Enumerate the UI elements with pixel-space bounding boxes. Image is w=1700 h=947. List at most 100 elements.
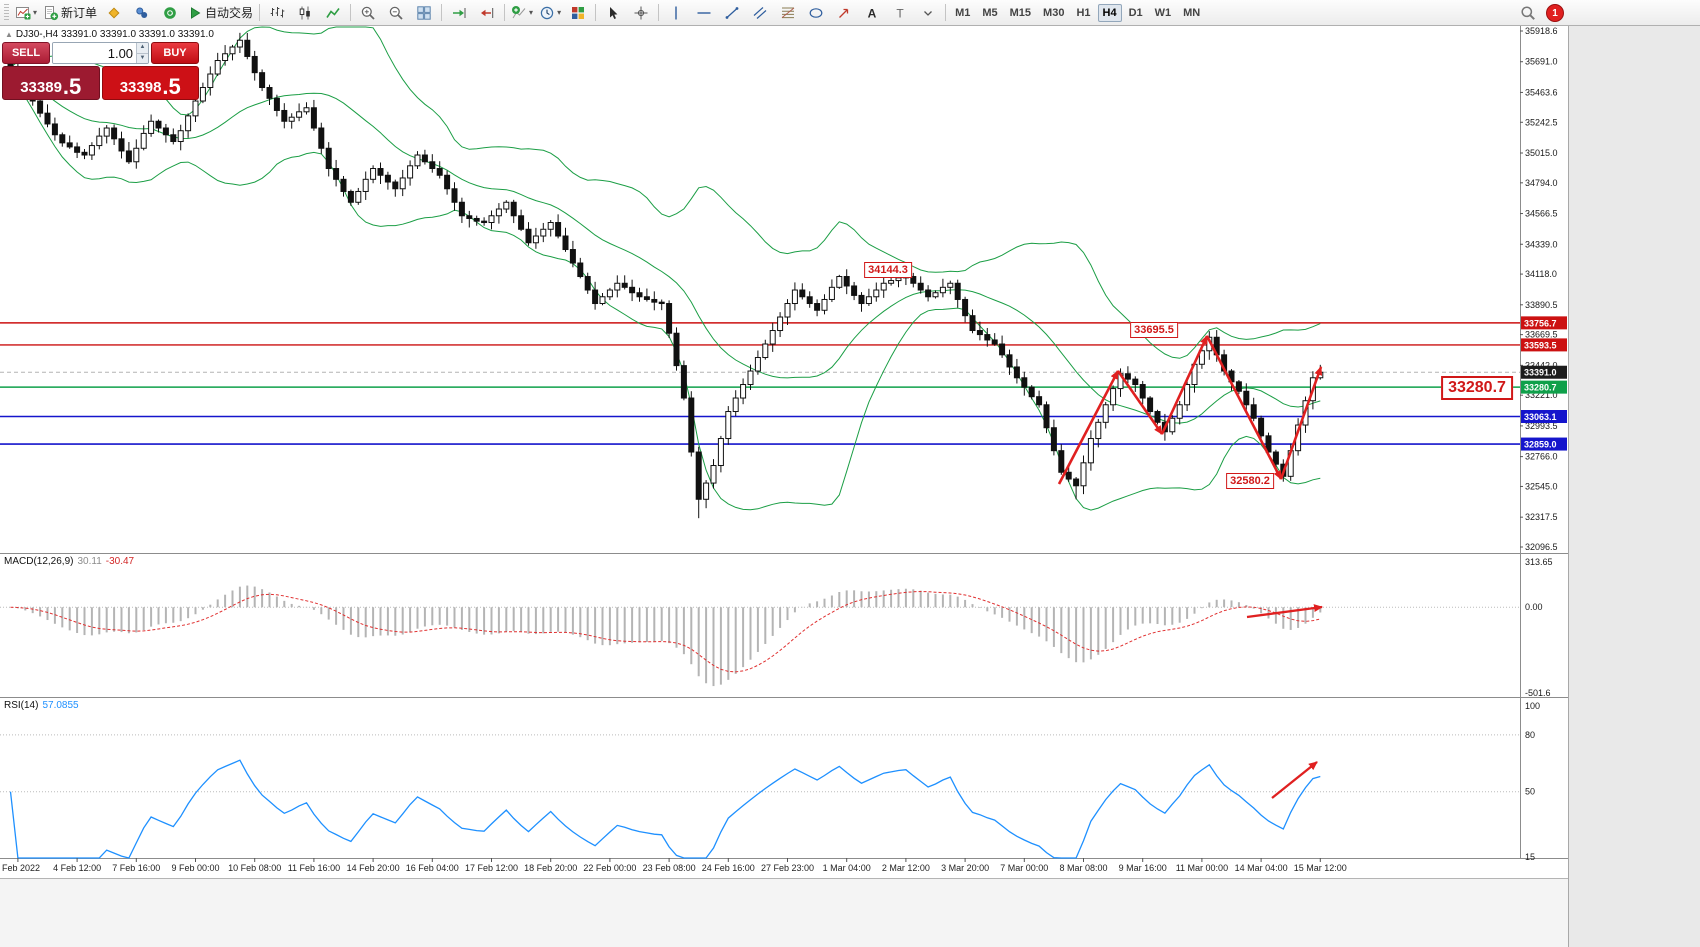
toolbar-community-button[interactable] [156,1,184,25]
price-callout[interactable]: 32580.2 [1226,473,1274,489]
trend-arrow[interactable] [1116,370,1164,435]
candle [769,330,776,345]
macd-indicator-label: MACD(12,26,9) 30.11 -30.47 [4,556,134,567]
volume-increase-icon[interactable]: ▲ [137,43,148,54]
toolbar-trendline-button[interactable] [718,1,746,25]
price-callout[interactable]: 33695.5 [1130,322,1178,338]
toolbar-tile-windows-button[interactable] [410,1,438,25]
toolbar-algo-trading-button[interactable]: 自动交易 [184,1,256,25]
time-axis-label: 16 Feb 04:00 [406,863,459,873]
timeframe-w1-button[interactable]: W1 [1154,6,1172,19]
candle [1050,427,1057,452]
toolbar-chart-shift-button[interactable] [473,1,501,25]
toolbar-arrows-button[interactable] [830,1,858,25]
toolbar-indicators-button[interactable]: ▾ [508,1,536,25]
candle [703,482,710,500]
trend-arrow[interactable] [1279,366,1323,480]
chart-canvas[interactable]: 35918.6 35691.0 35463.6 35242.5 35015.0 34794… [0,26,1700,947]
toolbar-crosshair-button[interactable] [627,1,655,25]
toolbar-chart-properties-button[interactable] [564,1,592,25]
toolbar-cursor-button[interactable] [599,1,627,25]
volume-input[interactable] [53,43,137,63]
toolbar-new-order-button[interactable]: 新订单 [40,1,100,25]
candle [1124,373,1131,380]
candle [229,46,236,55]
trend-arrow[interactable] [1160,335,1209,435]
macd-arrow[interactable] [1246,604,1323,619]
price-axis-label: 35691.0 [1525,57,1558,67]
toolbar-line-chart-button[interactable] [319,1,347,25]
toolbar-zoom-out-button[interactable] [382,1,410,25]
candle [917,282,924,291]
candle [976,330,983,336]
depth-of-market-icon [106,5,122,21]
toolbar-text-button[interactable]: A [858,1,886,25]
toolbar-bar-chart-button[interactable] [263,1,291,25]
price-tag-label: 33593.5 [1524,340,1557,350]
candle [510,201,517,217]
candle [495,208,502,217]
rsi-indicator-label: RSI(14) 57.0855 [4,700,79,711]
candle [170,134,177,143]
price-axis-label: 34566.5 [1525,209,1558,219]
toolbar-equidistant-channel-button[interactable] [746,1,774,25]
toolbar-vertical-line-button[interactable] [662,1,690,25]
buy-price[interactable]: 33398.5 [101,66,199,100]
volume-decrease-icon[interactable]: ▼ [137,53,148,63]
toolbar-grip[interactable] [4,3,9,22]
toolbar-depth-of-market-button[interactable] [100,1,128,25]
candle [1043,404,1050,429]
trend-arrow[interactable] [1057,370,1120,485]
timeframe-m1-button[interactable]: M1 [955,6,971,19]
community-icon [162,5,178,21]
trend-arrow[interactable] [1205,335,1283,480]
timeframe-m30-button[interactable]: M30 [1043,6,1065,19]
buy-button[interactable]: BUY [151,42,199,64]
collapse-icon[interactable]: ▲ [5,30,13,39]
timeframe-mn-button[interactable]: MN [1183,6,1201,19]
toolbar-auto-scroll-button[interactable] [445,1,473,25]
candle [999,343,1006,356]
toolbar-horizontal-line-button[interactable] [690,1,718,25]
time-axis-label: 22 Feb 00:00 [583,863,636,873]
price-callout[interactable]: 34144.3 [864,262,912,278]
candle [740,384,747,399]
timeframe-h1-button[interactable]: H1 [1076,6,1091,19]
toolbar-new-chart-button[interactable]: ▾ [12,1,40,25]
toolbar-periods-button[interactable]: ▾ [536,1,564,25]
candle [281,109,288,122]
candle [340,178,347,192]
notifications-badge[interactable]: 1 [1546,4,1564,22]
toolbar-text-label-button[interactable]: T [886,1,914,25]
price-tag [1521,338,1567,352]
toolbar-accounts-button[interactable] [128,1,156,25]
sell-price[interactable]: 33389.5 [2,66,100,100]
toolbar-zoom-in-button[interactable] [354,1,382,25]
price-axis-label: 35015.0 [1525,148,1558,158]
toolbar-more-objects-button[interactable] [914,1,942,25]
candle [843,276,850,287]
candle [777,316,784,332]
sell-button[interactable]: SELL [2,42,50,64]
rsi-arrow[interactable] [1271,761,1318,799]
svg-text:T: T [896,6,904,20]
price-axis-label: 35463.6 [1525,87,1558,97]
timeframe-h4-button[interactable]: H4 [1097,3,1122,22]
toolbar-separator [595,4,597,21]
price-callout[interactable]: 33280.7 [1441,376,1513,400]
candle [599,296,606,305]
equidistant-channel-icon [752,5,768,21]
candle [185,115,192,132]
candle [584,276,591,291]
toolbar-candle-chart-button[interactable] [291,1,319,25]
timeframe-m15-button[interactable]: M15 [1009,6,1032,19]
toolbar-shapes-button[interactable] [802,1,830,25]
search-button[interactable] [1514,1,1542,25]
candle [651,298,658,303]
timeframe-m5-button[interactable]: M5 [982,6,998,19]
toolbar-fibonacci-retracement-button[interactable] [774,1,802,25]
timeframe-d1-button[interactable]: D1 [1128,6,1143,19]
candle [680,365,687,399]
time-axis-label: 24 Feb 16:00 [702,863,755,873]
price-axis-label: 32993.5 [1525,421,1558,431]
